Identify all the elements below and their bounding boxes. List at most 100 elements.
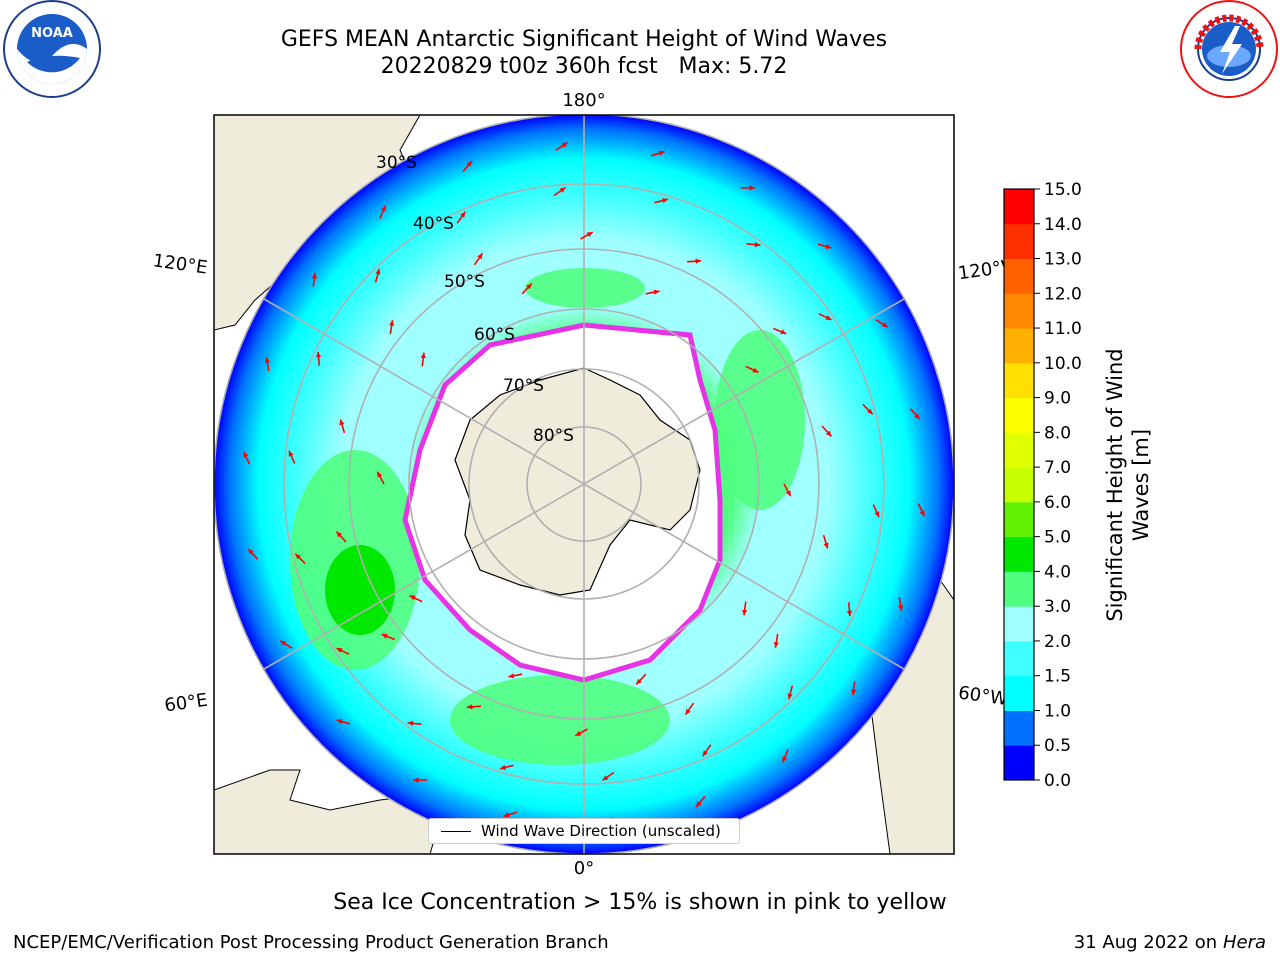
wave-direction-arrowhead <box>375 268 381 275</box>
wave-direction-arrowhead <box>874 511 880 518</box>
wave-direction-arrowhead <box>695 258 702 264</box>
map-frame <box>213 114 955 855</box>
wave-direction-arrowhead <box>466 704 473 710</box>
colorbar-tick-label: 7.0 <box>1044 458 1071 478</box>
wave-direction-arrowhead <box>409 595 416 601</box>
map-legend: Wind Wave Direction (unscaled) <box>428 818 740 844</box>
lon-label-upper-left: 120°E <box>152 250 209 278</box>
date-stamp: 31 Aug 2022 on Hera <box>1074 932 1266 953</box>
wave-direction-arrowhead <box>336 531 343 538</box>
wave-direction-arrowhead <box>742 609 748 616</box>
wave-direction-arrowhead <box>460 211 466 218</box>
colorbar-tick-label: 5.0 <box>1044 528 1071 548</box>
wave-direction-arrowhead <box>559 187 566 193</box>
lon-label-bottom: 0° <box>574 858 594 879</box>
wave-direction-arrowhead <box>336 719 343 724</box>
colorbar-tick-label: 14.0 <box>1044 215 1082 235</box>
colorbar-segment <box>1004 328 1034 364</box>
wave-direction-arrowhead <box>602 775 609 781</box>
wave-direction-arrowhead <box>477 253 483 260</box>
colorbar-tick-label: 2.0 <box>1044 632 1071 652</box>
colorbar-segment <box>1004 675 1034 711</box>
wave-direction-arrowhead <box>881 322 888 328</box>
wave-direction-arrowhead <box>336 648 343 653</box>
noaa-logo: NOAA <box>3 0 101 98</box>
lat-label-30s: 30°S <box>376 153 417 173</box>
wave-direction-arrowhead <box>914 413 920 420</box>
colorbar-tick-label: 15.0 <box>1044 180 1082 200</box>
wave-direction-arrowhead <box>782 756 787 763</box>
map-area <box>214 115 954 854</box>
legend-line-icon <box>441 830 471 832</box>
wave-direction-arrowhead <box>389 320 395 326</box>
wave-direction-arrowhead <box>500 764 506 770</box>
wave-direction-arrowhead <box>825 430 832 437</box>
wave-direction-arrowhead <box>248 548 254 555</box>
colorbar-segment <box>1004 536 1034 572</box>
africa-landmass <box>214 769 441 854</box>
colorbar-segment <box>1004 501 1034 538</box>
wave-direction-arrowhead <box>825 244 832 249</box>
wave-direction-arrowhead <box>561 142 568 148</box>
colorbar-segment <box>1004 293 1034 329</box>
colorbar-label-line1: Significant Height of Wind <box>1103 348 1127 622</box>
wave-direction-arrowhead <box>311 272 317 279</box>
wave-direction-arrowhead <box>503 812 510 818</box>
colorbar-tick-label: 9.0 <box>1044 389 1071 409</box>
colorbar-tick-label: 12.0 <box>1044 284 1082 304</box>
wave-direction-arrowhead <box>749 185 755 191</box>
colorbar-label-line2: Waves [m] <box>1129 428 1153 542</box>
wave-direction-arrowhead <box>381 633 388 639</box>
colorbar-segment <box>1004 640 1034 677</box>
wave-direction-arrowhead <box>696 801 702 808</box>
wave-direction-arrowhead <box>851 689 857 696</box>
colorbar-tick-label: 11.0 <box>1044 319 1082 339</box>
lat-label-70s: 70°S <box>503 376 544 396</box>
colorbar-segment <box>1004 745 1034 781</box>
colorbar-segment <box>1004 397 1034 433</box>
nws-logo <box>1180 0 1278 98</box>
colorbar-segment <box>1004 710 1034 746</box>
wave-direction-arrowhead <box>280 640 287 646</box>
wave-direction-arrowhead <box>773 642 779 648</box>
colorbar-tick-label: 0.5 <box>1044 736 1071 756</box>
map-subtitle: 20220829 t00z 360h fcst Max: 5.72 <box>380 54 788 79</box>
colorbar-segment <box>1004 467 1034 503</box>
wave-direction-arrowhead <box>653 289 660 295</box>
colorbar-tick-label: 0.0 <box>1044 771 1071 791</box>
wave-patch-high <box>325 545 395 635</box>
colorbar-segment <box>1004 258 1034 294</box>
antarctica-landmass <box>454 367 701 596</box>
wave-direction-arrowhead <box>339 419 345 426</box>
wave-direction-arrowhead <box>243 451 249 458</box>
wave-direction-arrowhead <box>407 720 414 726</box>
colorbar-segment <box>1004 189 1034 225</box>
wave-direction-arrowhead <box>867 408 873 415</box>
colorbar-tick-label: 1.0 <box>1044 701 1071 721</box>
colorbar-label: Significant Height of Wind Waves [m] <box>1102 325 1154 645</box>
wave-direction-arrowhead <box>295 553 301 560</box>
wave-direction-arrowhead <box>420 352 426 359</box>
wave-direction-arrowhead <box>288 450 294 457</box>
colorbar-tick-label: 4.0 <box>1044 562 1071 582</box>
wave-patch-high <box>450 675 670 765</box>
date-text: 31 Aug 2022 on <box>1073 932 1218 953</box>
credit-line: NCEP/EMC/Verification Post Processing Pr… <box>13 932 609 953</box>
wave-direction-arrowhead <box>658 150 665 156</box>
lon-label-top: 180° <box>562 90 605 111</box>
wave-direction-arrowhead <box>785 490 791 497</box>
wind-wave-arrows <box>242 141 926 827</box>
wave-direction-arrowhead <box>898 605 904 611</box>
sea-ice-note: Sea Ice Concentration > 15% is shown in … <box>333 890 947 915</box>
wave-direction-arrowhead <box>919 510 925 517</box>
wave-patch-high <box>525 268 645 308</box>
wave-direction-arrowhead <box>823 542 829 549</box>
lon-label-lower-left: 60°E <box>163 690 209 717</box>
wave-patch-high <box>715 330 805 510</box>
wave-direction-arrowhead <box>662 198 668 204</box>
colorbar-segment <box>1004 432 1034 468</box>
colorbar-segment <box>1004 223 1034 260</box>
colorbar-tick-label: 8.0 <box>1044 423 1071 443</box>
wave-direction-arrowhead <box>526 283 532 290</box>
colorbar: 0.0 0.5 1.0 1.5 2.0 3.0 4.0 5.0 6.0 7.0 8.0 9.0 10.0… <box>1003 180 1082 791</box>
